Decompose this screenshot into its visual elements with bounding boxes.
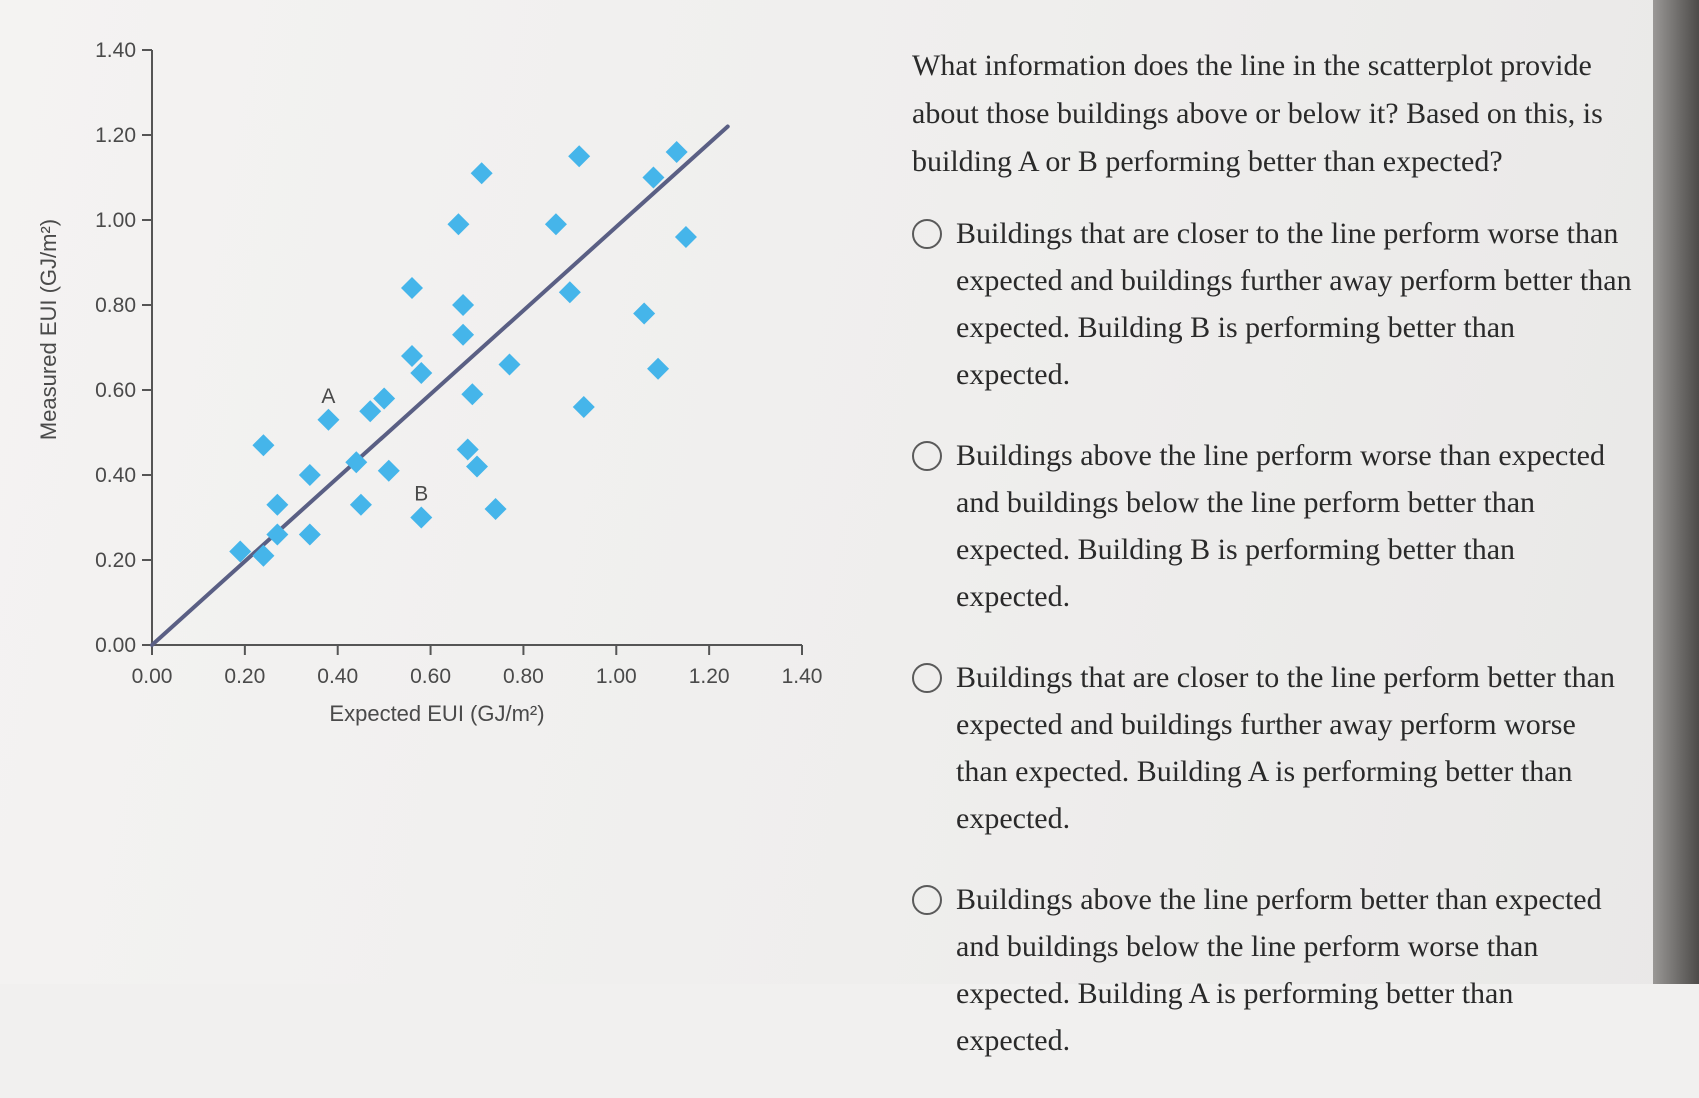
data-point	[466, 455, 488, 478]
x-tick-label: 0.20	[224, 665, 265, 688]
answer-option-label: Buildings that are closer to the line pe…	[956, 661, 1615, 835]
data-point	[401, 345, 423, 367]
data-point	[498, 353, 521, 376]
x-tick-label: 0.40	[317, 665, 358, 688]
x-axis-title: Expected EUI (GJ/m²)	[329, 701, 544, 726]
y-tick-label: 1.20	[95, 124, 136, 147]
reference-line	[150, 124, 730, 647]
data-point	[373, 387, 396, 410]
monitor-bezel	[1653, 0, 1699, 984]
radio-button-icon[interactable]	[912, 219, 942, 249]
data-point	[410, 506, 433, 529]
data-point	[456, 438, 479, 461]
answer-option-label: Buildings above the line perform better …	[956, 883, 1602, 1057]
radio-button-icon[interactable]	[912, 441, 942, 471]
x-tick-label: 1.00	[596, 665, 637, 688]
data-point	[298, 464, 321, 486]
point-label-b: B	[414, 483, 428, 506]
y-tick-label: 0.40	[95, 464, 136, 487]
data-point	[359, 400, 382, 423]
y-axis-title: Measured EUI (GJ/m²)	[36, 219, 61, 440]
radio-button-icon[interactable]	[912, 885, 942, 915]
answer-option-2[interactable]: Buildings above the line perform worse t…	[912, 432, 1632, 620]
data-point	[410, 362, 433, 384]
y-tick-label: 0.20	[95, 549, 136, 572]
data-point	[401, 277, 423, 299]
data-point	[647, 357, 670, 380]
data-point	[470, 162, 493, 185]
answer-option-label: Buildings above the line perform worse t…	[956, 439, 1605, 613]
scatterplot-svg: 0.00 0.20 0.40 0.60 0.80 1.00 1.20 1.40 0.00 0.20…	[36, 39, 823, 726]
point-label-a: A	[321, 385, 335, 408]
data-point	[452, 323, 475, 346]
data-point	[349, 493, 372, 516]
data-point	[252, 434, 275, 457]
data-point	[572, 396, 595, 418]
data-point	[317, 408, 340, 431]
data-point	[568, 145, 591, 168]
y-tick-label: 1.00	[95, 209, 136, 232]
data-point	[665, 141, 688, 163]
data-point	[558, 281, 581, 304]
data-point	[377, 459, 400, 482]
radio-button-icon[interactable]	[912, 663, 942, 693]
data-point	[452, 294, 475, 316]
data-point	[484, 498, 507, 520]
data-point	[252, 544, 275, 567]
x-tick-label: 0.00	[132, 665, 173, 688]
answer-option-4[interactable]: Buildings above the line perform better …	[912, 876, 1632, 1064]
screen-background	[0, 0, 1699, 984]
data-point	[229, 540, 252, 563]
data-point	[633, 302, 656, 325]
y-tick-label: 0.00	[95, 634, 136, 657]
data-point	[544, 213, 567, 236]
question-text: What information does the line in the sc…	[912, 49, 1603, 178]
x-tick-label: 0.60	[410, 665, 451, 688]
scatterplot: 0.00 0.20 0.40 0.60 0.80 1.00 1.20 1.40 0.00 0.20…	[0, 0, 860, 760]
y-tick-label: 1.40	[95, 39, 136, 62]
answer-option-1[interactable]: Buildings that are closer to the line pe…	[912, 210, 1632, 398]
data-point	[266, 523, 289, 546]
answer-option-label: Buildings that are closer to the line pe…	[956, 217, 1632, 391]
data-point	[345, 451, 368, 474]
question-panel: What information does the line in the sc…	[912, 42, 1632, 1098]
x-tick-label: 1.20	[689, 665, 730, 688]
data-point	[461, 383, 484, 406]
x-tick-label: 0.80	[503, 665, 544, 688]
data-point	[674, 226, 697, 248]
data-point	[298, 523, 321, 546]
data-point	[642, 166, 665, 189]
data-point	[266, 493, 289, 516]
answer-option-3[interactable]: Buildings that are closer to the line pe…	[912, 654, 1632, 842]
y-tick-label: 0.80	[95, 294, 136, 317]
x-tick-label: 1.40	[782, 665, 823, 688]
data-point	[447, 213, 470, 236]
y-tick-label: 0.60	[95, 379, 136, 402]
